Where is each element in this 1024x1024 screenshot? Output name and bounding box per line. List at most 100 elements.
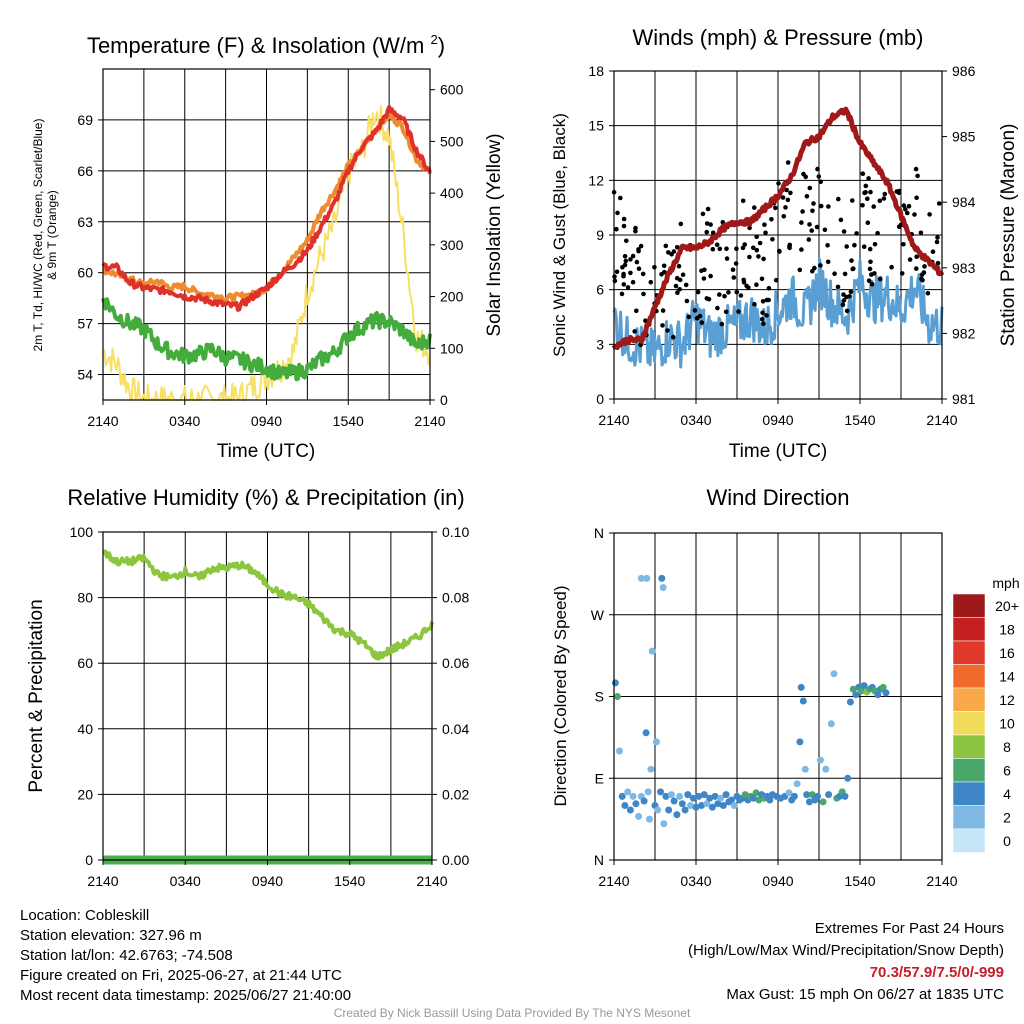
gust-point (630, 253, 636, 259)
humidity-ytick-right-label: 0.10 (442, 524, 469, 540)
gust-point (726, 290, 731, 295)
gust-point (906, 203, 912, 209)
gust-point (912, 212, 917, 217)
direction-point (654, 806, 662, 814)
direction-point (643, 574, 651, 582)
temperature-xlabel: Time (UTC) (217, 441, 316, 462)
gust-point (623, 258, 629, 264)
gust-point (621, 216, 627, 222)
direction-xtick-label: 0340 (680, 873, 711, 889)
gust-point (621, 271, 626, 277)
gust-point (901, 242, 906, 247)
colorbar-swatch (952, 734, 986, 759)
gust-point (826, 204, 831, 209)
gust-point (747, 225, 752, 231)
winds-ytick-right-label: 984 (952, 194, 976, 210)
gust-point (842, 271, 848, 277)
gust-point (836, 196, 841, 202)
gust-point (699, 320, 705, 325)
gust-point (914, 266, 919, 271)
humidity-ytick-label: 60 (77, 655, 93, 671)
humidity-ytick-label: 20 (77, 786, 93, 802)
gust-point (776, 181, 781, 186)
direction-point (882, 689, 890, 697)
temperature-ytick-right-label: 300 (440, 237, 464, 253)
direction-point (852, 691, 860, 699)
direction-point (681, 806, 689, 814)
colorbar-swatch (952, 664, 986, 689)
gust-point (675, 290, 680, 296)
humidity-xtick-label: 2140 (416, 873, 447, 889)
direction-point (816, 756, 824, 764)
direction-xtick-label: 1540 (844, 873, 875, 889)
direction-point (814, 792, 822, 800)
gust-point (752, 205, 757, 210)
temperature-ticks: 2140 0340 0940 1540 2140 54 57 60 63 66 69 0 100 200 3… (77, 82, 463, 429)
gust-point (863, 190, 868, 195)
gust-point (800, 209, 805, 214)
gust-point (850, 266, 855, 272)
gust-point (671, 249, 677, 254)
gust-point (860, 171, 866, 176)
gust-point (704, 229, 709, 235)
gust-point (723, 309, 729, 315)
gust-point (683, 282, 689, 288)
humidity-ticks: 2140 0340 0940 1540 2140 0 20 40 60 80 100 0.00 0.02… (70, 524, 470, 889)
direction-point (670, 797, 678, 805)
humidity-xtick-label: 1540 (334, 873, 365, 889)
gust-point (757, 240, 763, 246)
direction-point (808, 791, 816, 799)
gust-point (648, 279, 654, 285)
direction-point (708, 803, 716, 811)
gust-point (638, 342, 643, 348)
gust-point (913, 166, 919, 172)
direction-point (801, 765, 809, 773)
direction-point (749, 794, 757, 802)
gust-point (841, 229, 847, 234)
gust-point (868, 259, 873, 265)
humidity-ytick-right-label: 0.02 (442, 786, 469, 802)
direction-point (752, 789, 760, 797)
gust-point (799, 247, 804, 252)
gust-point (935, 260, 941, 266)
gust-point (615, 210, 620, 216)
gust-point (751, 245, 756, 251)
extremes-values: 70.3/57.9/7.5/0/-999 (869, 964, 1004, 981)
gust-point (866, 278, 872, 284)
gust-point (677, 287, 682, 292)
temperature-xtick-label: 0340 (169, 413, 200, 429)
humidity-panel: Relative Humidity (%) & Precipitation (i… (26, 485, 469, 889)
direction-point (637, 574, 645, 582)
gust-point (844, 244, 849, 249)
temperature-title-suffix: ) (438, 33, 445, 58)
gust-point (899, 271, 905, 276)
gust-point (812, 265, 817, 271)
direction-point (717, 794, 725, 802)
humidity-ytick-right-label: 0.04 (442, 721, 469, 737)
gust-point (889, 264, 894, 270)
gust-point (818, 203, 824, 209)
colorbar-swatch (952, 828, 986, 853)
winds-series (611, 106, 945, 369)
elevation-text: Station elevation: 327.96 m (20, 927, 202, 944)
gust-point (759, 317, 765, 322)
gust-point (678, 221, 684, 227)
gust-point (797, 267, 803, 273)
gust-point (915, 173, 920, 179)
gust-point (633, 225, 638, 231)
gust-point (731, 275, 737, 280)
direction-ytick-label: E (595, 770, 604, 786)
gust-point (773, 205, 778, 211)
gust-point (844, 308, 850, 314)
direction-ylabel: Direction (Colored By Speed) (551, 585, 570, 806)
humidity-grid (103, 532, 432, 860)
speed-colorbar: mph 20+ 18 16 14 12 10 8 6 4 2 0 (952, 575, 1020, 853)
gust-point (863, 183, 869, 189)
gust-point (922, 264, 927, 269)
gust-point (763, 230, 768, 236)
gust-point (787, 242, 793, 248)
direction-point (755, 796, 763, 804)
direction-point (665, 806, 673, 814)
gust-point (766, 285, 772, 291)
direction-point (635, 812, 643, 820)
